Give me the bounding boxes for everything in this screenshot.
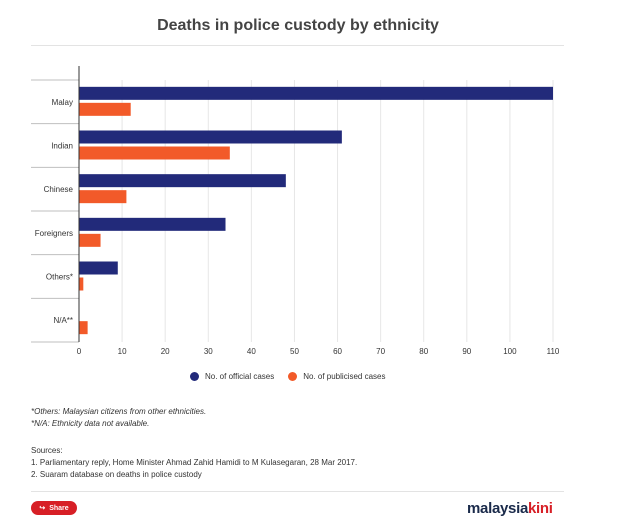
bar-chart: 0 10 20 30 40 50 60 70 80 90 100 110 Malay Indian Chin… [31,66,560,356]
x-tick-label: 40 [247,347,256,356]
x-tick-label: 80 [419,347,428,356]
sources-heading: Sources: [31,446,63,455]
legend-label-publicised: No. of publicised cases [303,372,386,381]
category-label: Foreigners [35,229,73,238]
bar-publicised [79,233,101,247]
category-label: Chinese [44,185,74,194]
x-tick-label: 110 [547,347,560,356]
legend: No. of official cases No. of publicised … [190,372,399,381]
x-tick-label: 70 [376,347,385,356]
source-2: 2. Suaram database on deaths in police c… [31,470,202,479]
x-tick-label: 20 [161,347,170,356]
legend-item-official[interactable]: No. of official cases [190,372,274,381]
legend-item-publicised[interactable]: No. of publicised cases [288,372,385,381]
category-label: Indian [51,142,73,151]
sources: Sources: 1. Parliamentary reply, Home Mi… [31,445,357,481]
bar-official [79,174,286,188]
footnotes: *Others: Malaysian citizens from other e… [31,406,206,430]
bar-publicised [79,190,127,204]
bar-publicised [79,321,88,335]
bar-publicised [79,102,131,116]
bar-official [79,217,226,231]
share-icon: ↪ [39,505,46,512]
category-label: Malay [52,98,73,107]
source-1: 1. Parliamentary reply, Home Minister Ah… [31,458,358,467]
malaysiakini-logo[interactable]: malaysiakini [467,500,553,517]
share-button[interactable]: ↪ Share [31,501,77,515]
legend-swatch-publicised [288,372,298,381]
share-label: Share [49,504,69,512]
footer-divider [31,491,564,492]
logo-part-1: malaysia [467,500,528,517]
legend-swatch-official [190,372,199,381]
x-tick-label: 60 [333,347,342,356]
bar-publicised [79,277,84,291]
x-tick-label: 50 [290,347,299,356]
chart-title: Deaths in police custody by ethnicity [157,17,439,34]
x-tick-label: 100 [503,347,517,356]
legend-label-official: No. of official cases [205,372,275,381]
bar-official [79,261,118,275]
x-tick-label: 30 [204,347,213,356]
x-tick-label: 90 [462,347,471,356]
footnote-na: *N/A: Ethnicity data not available. [31,419,150,428]
logo-part-2: kini [527,500,553,517]
x-tick-label: 0 [77,347,82,356]
bar-publicised [79,146,230,160]
bar-official [79,130,342,144]
footnote-others: *Others: Malaysian citizens from other e… [31,407,207,416]
category-label: Others* [46,273,73,282]
x-tick-label: 10 [118,347,127,356]
category-label: N/A** [53,316,73,325]
title-divider [31,45,564,46]
bar-official [79,86,553,100]
